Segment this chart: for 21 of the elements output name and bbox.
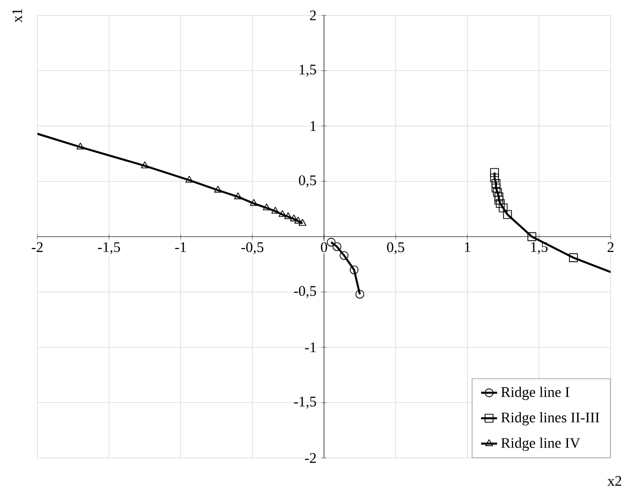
- y-tick-label: -2: [305, 453, 316, 463]
- x-tick-label: 2: [608, 242, 614, 252]
- x-tick-label: -2: [32, 242, 43, 252]
- y-axis-title: x1: [12, 8, 22, 23]
- x-tick-label: -1: [175, 242, 186, 252]
- legend-label: Ridge line IV: [501, 438, 580, 451]
- x-tick-label: 1: [464, 242, 470, 252]
- x-tick-label: -1,5: [98, 242, 120, 254]
- y-tick-label: -0,5: [294, 286, 316, 298]
- y-tick-label: 0,5: [298, 175, 316, 188]
- x-tick-label: 0: [320, 242, 328, 252]
- legend-label: Ridge lines II-III: [501, 412, 600, 426]
- y-tick-label: 1,5: [300, 64, 316, 77]
- y-tick-label: 1: [310, 121, 316, 131]
- x-tick-label: -0,5: [241, 242, 264, 254]
- legend-label: Ridge line I: [501, 386, 570, 400]
- y-tick-label: -1,5: [294, 396, 316, 409]
- x-axis-title: x2: [607, 476, 622, 486]
- y-tick-label: 2: [310, 10, 316, 20]
- y-tick-label: -1: [305, 342, 316, 352]
- x-tick-label: 0,5: [387, 242, 404, 254]
